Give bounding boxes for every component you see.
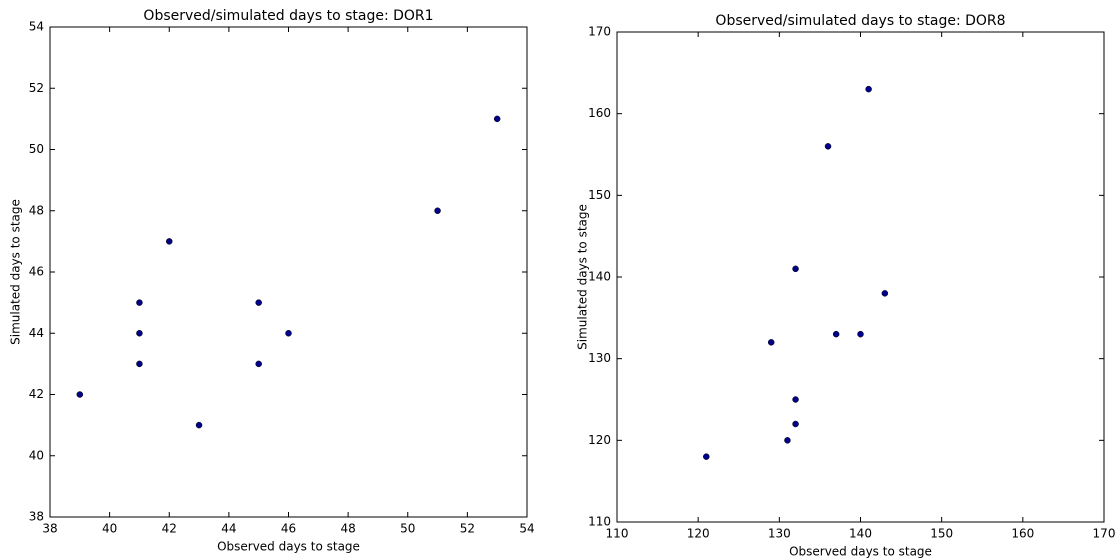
y-tick-label: 150 (588, 188, 611, 202)
point (166, 238, 173, 245)
chart-title: Observed/simulated days to stage: DOR1 (143, 8, 433, 24)
chart-title: Observed/simulated days to stage: DOR8 (715, 13, 1005, 29)
point (285, 330, 292, 337)
x-tick-label: 110 (606, 527, 629, 541)
point (76, 391, 84, 398)
x-axis-label: Observed days to stage (789, 545, 932, 558)
point (255, 299, 262, 306)
y-tick-label: 170 (588, 25, 611, 39)
point (767, 339, 775, 346)
y-tick-label: 44 (29, 326, 44, 340)
y-tick-label: 48 (29, 203, 44, 217)
point (857, 330, 864, 338)
x-tick-label: 48 (340, 522, 355, 536)
x-tick-label: 150 (930, 527, 953, 541)
x-tick-label: 38 (42, 522, 57, 536)
plot-frame (49, 26, 528, 518)
x-tick-label: 140 (849, 527, 872, 541)
point (792, 420, 799, 428)
x-tick-label: 50 (400, 522, 415, 536)
point (824, 143, 832, 150)
x-tick-label: 46 (281, 522, 296, 536)
y-tick-label: 46 (29, 265, 44, 279)
x-tick-label: 120 (687, 527, 710, 541)
point (136, 360, 143, 368)
plot-frame (616, 31, 1105, 523)
x-axis-label: Observed days to stage (217, 540, 360, 554)
x-tick-label: 160 (1011, 527, 1034, 541)
point (784, 437, 791, 444)
y-tick-label: 50 (29, 142, 44, 156)
y-tick-label: 110 (588, 515, 611, 529)
x-tick-label: 54 (519, 522, 534, 536)
y-tick-label: 130 (588, 351, 611, 365)
point (195, 421, 203, 429)
point (881, 290, 889, 297)
x-tick-label: 40 (102, 522, 117, 536)
y-tick-label: 38 (29, 510, 44, 524)
y-tick-label: 40 (29, 448, 44, 462)
x-tick-label: 42 (162, 522, 177, 536)
y-tick-label: 120 (588, 433, 611, 447)
y-axis-label: Simulated days to stage (9, 199, 23, 345)
x-tick-label: 52 (460, 522, 475, 536)
y-tick-label: 42 (29, 387, 44, 401)
y-axis-label: Simulated days to stage (576, 204, 590, 350)
point (792, 396, 799, 403)
point (136, 299, 143, 306)
y-tick-label: 140 (588, 270, 611, 284)
point (434, 207, 441, 214)
x-tick-label: 170 (1093, 527, 1116, 541)
point (255, 360, 262, 368)
point (832, 330, 840, 338)
point (703, 453, 710, 460)
x-tick-label: 130 (768, 527, 791, 541)
point (865, 85, 872, 93)
point (136, 330, 143, 337)
point (792, 265, 799, 273)
x-tick-label: 44 (221, 522, 236, 536)
y-tick-label: 52 (29, 81, 44, 95)
point (493, 115, 501, 123)
y-tick-label: 160 (588, 106, 611, 120)
y-tick-label: 54 (29, 20, 44, 34)
